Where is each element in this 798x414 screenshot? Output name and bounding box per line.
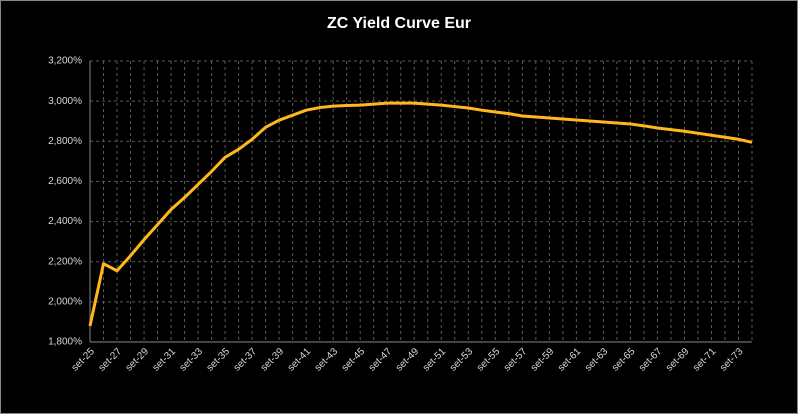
y-tick-label: 2,000% [48,296,82,307]
y-tick-label: 3,000% [48,96,82,107]
y-tick-label: 2,800% [48,136,82,147]
y-tick-label: 2,400% [48,216,82,227]
y-tick-label: 3,200% [48,56,82,67]
y-tick-label: 1,800% [48,337,82,348]
y-tick-label: 2,600% [48,176,82,187]
y-tick-label: 2,200% [48,256,82,267]
chart-title: ZC Yield Curve Eur [327,15,471,32]
yield-line [88,101,753,327]
